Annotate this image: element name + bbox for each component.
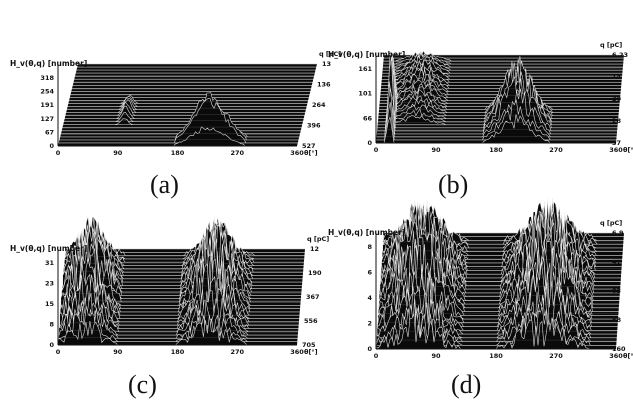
q-tick-label: 160 xyxy=(612,345,626,353)
x-tick-label: 90 xyxy=(113,348,123,356)
surface-slice xyxy=(64,220,305,263)
x-tick-label: 0 xyxy=(56,348,61,356)
surface-slice xyxy=(376,76,617,135)
x-axis-label: θ[°] xyxy=(304,149,318,157)
x-tick-label: 360 xyxy=(290,149,304,157)
x-tick-label: 360 xyxy=(290,348,304,356)
q-axis-label: q [pC] xyxy=(319,50,341,58)
surface-slice xyxy=(57,98,299,144)
y-tick-label: 67 xyxy=(45,128,54,136)
panel-a: 0 90 180 270 360 θ[°] 0 67 127 191 254 318 H_v(θ,q) … xyxy=(10,50,341,199)
y-tick-label: 2 xyxy=(367,320,372,328)
q-tick-label: 527 xyxy=(302,142,316,150)
y-axis-label: H_v(θ,q) [number] xyxy=(10,59,87,68)
surface-slice xyxy=(62,118,303,126)
q-tick-label: 190 xyxy=(308,269,322,277)
y-tick-label: 127 xyxy=(40,115,54,123)
surface-slice xyxy=(382,55,623,74)
x-tick-label: 180 xyxy=(489,352,503,360)
q-tick-label: 12 xyxy=(310,245,319,253)
q-axis-label: q [pC] xyxy=(600,41,622,49)
x-tick-label: 360 xyxy=(609,146,623,154)
y-tick-label: 254 xyxy=(40,88,54,96)
x-tick-label: 270 xyxy=(549,146,563,154)
q-tick-label: 6.23 xyxy=(612,51,628,59)
surface-floor xyxy=(58,64,317,146)
x-tick-label: 180 xyxy=(171,149,185,157)
y-tick-label: 161 xyxy=(358,65,372,73)
y-tick-label: 0 xyxy=(367,345,372,353)
x-axis-label: θ[°] xyxy=(623,146,633,154)
x-tick-label: 0 xyxy=(56,149,61,157)
q-axis-label: q [pC] xyxy=(307,235,329,243)
y-tick-label: 4 xyxy=(367,294,372,302)
x-tick-label: 270 xyxy=(230,149,244,157)
y-tick-label: 8 xyxy=(49,321,54,329)
q-axis-label: q [pC] xyxy=(600,219,622,227)
x-tick-label: 270 xyxy=(230,348,244,356)
q-tick-label: 88 xyxy=(612,316,622,324)
x-tick-label: 90 xyxy=(431,146,441,154)
y-tick-label: 23 xyxy=(45,280,54,288)
x-tick-label: 270 xyxy=(549,352,563,360)
q-tick-label: 396 xyxy=(307,122,321,130)
q-tick-label: 264 xyxy=(312,101,326,109)
y-tick-label: 0 xyxy=(49,142,54,150)
y-tick-label: 0 xyxy=(49,341,54,349)
q-tick-label: 20 xyxy=(612,95,622,103)
x-axis-label: θ[°] xyxy=(304,348,318,356)
y-tick-label: 0 xyxy=(367,139,372,147)
y-tick-label: 6 xyxy=(367,269,372,277)
q-tick-label: 705 xyxy=(302,341,316,349)
panel-letter: (b) xyxy=(438,170,468,199)
q-tick-label: 367 xyxy=(306,293,320,301)
y-tick-label: 8 xyxy=(367,243,372,251)
q-tick-label: 47 xyxy=(612,258,621,266)
y-tick-label: 191 xyxy=(40,101,54,109)
y-axis-label: H_v(θ,q) [number] xyxy=(328,228,405,237)
q-tick-label: 13 xyxy=(322,60,331,68)
x-tick-label: 180 xyxy=(171,348,185,356)
y-tick-label: 318 xyxy=(40,74,54,82)
x-tick-label: 360 xyxy=(609,352,623,360)
surface-slice xyxy=(61,228,302,299)
y-axis-label: H_v(θ,q) [number] xyxy=(10,244,87,253)
panel-letter: (c) xyxy=(128,370,157,399)
q-tick-label: 14 xyxy=(612,73,622,81)
q-tick-label: 37 xyxy=(612,139,621,147)
x-axis-label: θ[°] xyxy=(623,352,633,360)
q-tick-label: 28 xyxy=(612,117,622,125)
y-axis-label: H_v(θ,q) [number] xyxy=(328,50,405,59)
q-tick-label: 136 xyxy=(317,81,331,89)
panel-letter: (a) xyxy=(150,170,179,199)
x-tick-label: 180 xyxy=(489,146,503,154)
x-tick-label: 0 xyxy=(374,352,379,360)
y-tick-label: 31 xyxy=(45,259,55,267)
panel-letter: (d) xyxy=(451,370,481,399)
q-tick-label: 556 xyxy=(304,317,318,325)
y-tick-label: 101 xyxy=(358,90,372,98)
panel-c: 0 90 180 270 360 θ[°] 0 8 15 23 31 H_v(θ,q) [number… xyxy=(10,214,329,399)
q-tick-label: 83 xyxy=(612,287,621,295)
x-tick-label: 0 xyxy=(374,146,379,154)
surface-slice xyxy=(382,50,625,62)
q-tick-label: 6.9 xyxy=(612,229,624,237)
x-tick-label: 90 xyxy=(113,149,123,157)
y-tick-label: 66 xyxy=(363,114,373,122)
surface-slice xyxy=(376,69,618,132)
y-tick-label: 15 xyxy=(45,300,55,308)
x-tick-label: 90 xyxy=(431,352,441,360)
surface-slice xyxy=(58,92,300,141)
